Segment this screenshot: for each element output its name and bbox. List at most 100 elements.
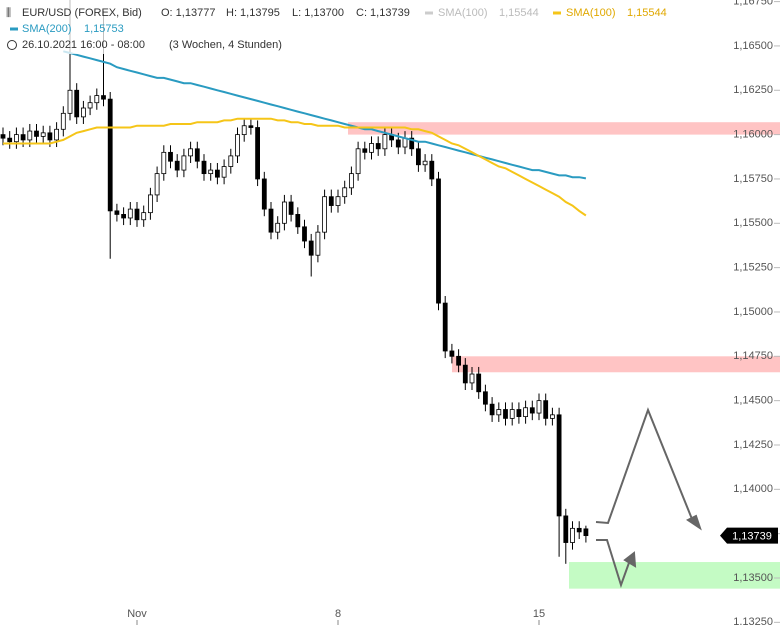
candle-body bbox=[121, 214, 126, 219]
candle-body bbox=[556, 414, 562, 517]
candle-body bbox=[462, 364, 468, 384]
legend-value: 1,15544 bbox=[627, 7, 667, 19]
candle-body bbox=[523, 407, 528, 418]
candle-body bbox=[87, 102, 93, 109]
candle-body bbox=[469, 373, 475, 384]
candle-body bbox=[141, 212, 147, 221]
candle-body bbox=[107, 98, 113, 212]
candle-body bbox=[235, 134, 240, 157]
candle-body bbox=[81, 107, 86, 118]
candle-body bbox=[255, 127, 261, 180]
candle-body bbox=[101, 95, 106, 100]
candle-body bbox=[543, 400, 549, 419]
candle-body bbox=[503, 409, 508, 419]
candle-body bbox=[529, 407, 535, 414]
candle-body bbox=[302, 226, 307, 242]
y-tick-label: 1,14250 bbox=[733, 439, 773, 451]
y-tick-label: 1,15250 bbox=[733, 262, 773, 274]
last-price-box bbox=[720, 527, 778, 544]
candle-body bbox=[422, 160, 428, 166]
x-tick-label: 8 bbox=[335, 608, 341, 620]
candle-body bbox=[208, 169, 214, 175]
candle-body bbox=[13, 134, 19, 143]
header-bg bbox=[0, 0, 700, 54]
candle-body bbox=[94, 95, 100, 104]
candle-body bbox=[583, 528, 589, 537]
candle-body bbox=[201, 160, 207, 175]
candle-body bbox=[375, 143, 381, 150]
candle-body bbox=[429, 160, 435, 180]
y-tick-label: 1,16750 bbox=[733, 0, 773, 8]
candle-body bbox=[181, 155, 187, 171]
candle-body bbox=[476, 373, 482, 393]
candle-body bbox=[308, 240, 314, 256]
candle-body bbox=[436, 178, 441, 304]
candle-body bbox=[550, 414, 555, 419]
candle-body bbox=[168, 151, 173, 162]
candle-body bbox=[536, 400, 542, 414]
candle-body bbox=[127, 208, 133, 219]
projection-path-up bbox=[595, 407, 695, 525]
price-zone bbox=[348, 122, 780, 135]
candle-body bbox=[335, 196, 341, 206]
clock-icon bbox=[7, 40, 17, 50]
candle-body bbox=[442, 302, 448, 352]
candle-body bbox=[509, 409, 515, 419]
candle-body bbox=[27, 130, 33, 141]
candle-body bbox=[295, 214, 301, 228]
candle-body bbox=[409, 137, 415, 150]
candle-body bbox=[449, 350, 455, 357]
y-tick-label: 1,14750 bbox=[733, 350, 773, 362]
candle-body bbox=[174, 160, 180, 171]
candle-body bbox=[114, 210, 120, 215]
y-tick-label: 1,16000 bbox=[733, 129, 773, 141]
candle-body bbox=[20, 134, 26, 141]
last-price-label: 1,13739 bbox=[732, 531, 772, 543]
candle-body bbox=[161, 151, 167, 175]
candle-body bbox=[248, 125, 254, 128]
legend-value: 1,15753 bbox=[84, 23, 124, 35]
candle-body bbox=[67, 89, 73, 114]
y-tick-label: 1,14500 bbox=[733, 395, 773, 407]
candle-body bbox=[382, 134, 388, 150]
candle-body bbox=[60, 112, 66, 130]
candle-body bbox=[228, 155, 234, 167]
candle-body bbox=[315, 231, 321, 256]
projection bbox=[595, 407, 702, 589]
x-tick-label: Nov bbox=[127, 608, 147, 620]
legend-label: SMA(100) bbox=[566, 7, 616, 19]
candle-body bbox=[54, 128, 59, 141]
y-tick-label: 1,15750 bbox=[733, 173, 773, 185]
ohlc-high: H: 1,13795 bbox=[226, 7, 280, 19]
arrow-head bbox=[686, 514, 702, 531]
candle-body bbox=[415, 148, 421, 166]
projection-path-down bbox=[596, 539, 631, 589]
legend-label-off: SMA(100) bbox=[438, 7, 488, 19]
candle-body bbox=[395, 139, 401, 148]
ohlc-close: C: 1,13739 bbox=[356, 7, 410, 19]
candle-body bbox=[194, 148, 200, 162]
candle-body bbox=[496, 409, 502, 416]
candle-body bbox=[147, 194, 153, 214]
candle-body bbox=[288, 201, 294, 215]
candle-body bbox=[214, 169, 220, 178]
legend-label: SMA(200) bbox=[22, 23, 72, 35]
price-zone bbox=[569, 562, 780, 589]
sma-line bbox=[63, 50, 587, 180]
candle-body bbox=[261, 178, 267, 210]
candle-body bbox=[241, 125, 247, 136]
ohlc-open: O: 1,13777 bbox=[161, 7, 215, 19]
period: 26.10.2021 16:00 - 08:00 bbox=[22, 39, 145, 51]
candle-body bbox=[74, 89, 80, 118]
legend-value-off: 1,15544 bbox=[499, 7, 539, 19]
candle-body bbox=[342, 187, 348, 198]
candle-body bbox=[34, 130, 39, 137]
candle-body bbox=[369, 143, 374, 153]
candle-body bbox=[576, 527, 582, 533]
candle-body bbox=[456, 355, 462, 366]
span: (3 Wochen, 4 Stunden) bbox=[169, 39, 282, 51]
sma-line bbox=[3, 117, 587, 217]
y-tick-label: 1,13500 bbox=[733, 572, 773, 584]
header: ⫼ EUR/USD (FOREX, Bid) O: 1,13777 H: 1,1… bbox=[0, 0, 700, 54]
candle-body bbox=[47, 132, 53, 141]
